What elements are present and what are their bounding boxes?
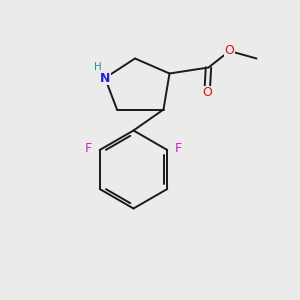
Text: N: N: [100, 71, 110, 85]
Text: O: O: [202, 86, 212, 100]
Text: H: H: [94, 61, 101, 72]
Text: F: F: [175, 142, 182, 155]
Text: O: O: [225, 44, 234, 58]
Text: F: F: [85, 142, 92, 155]
